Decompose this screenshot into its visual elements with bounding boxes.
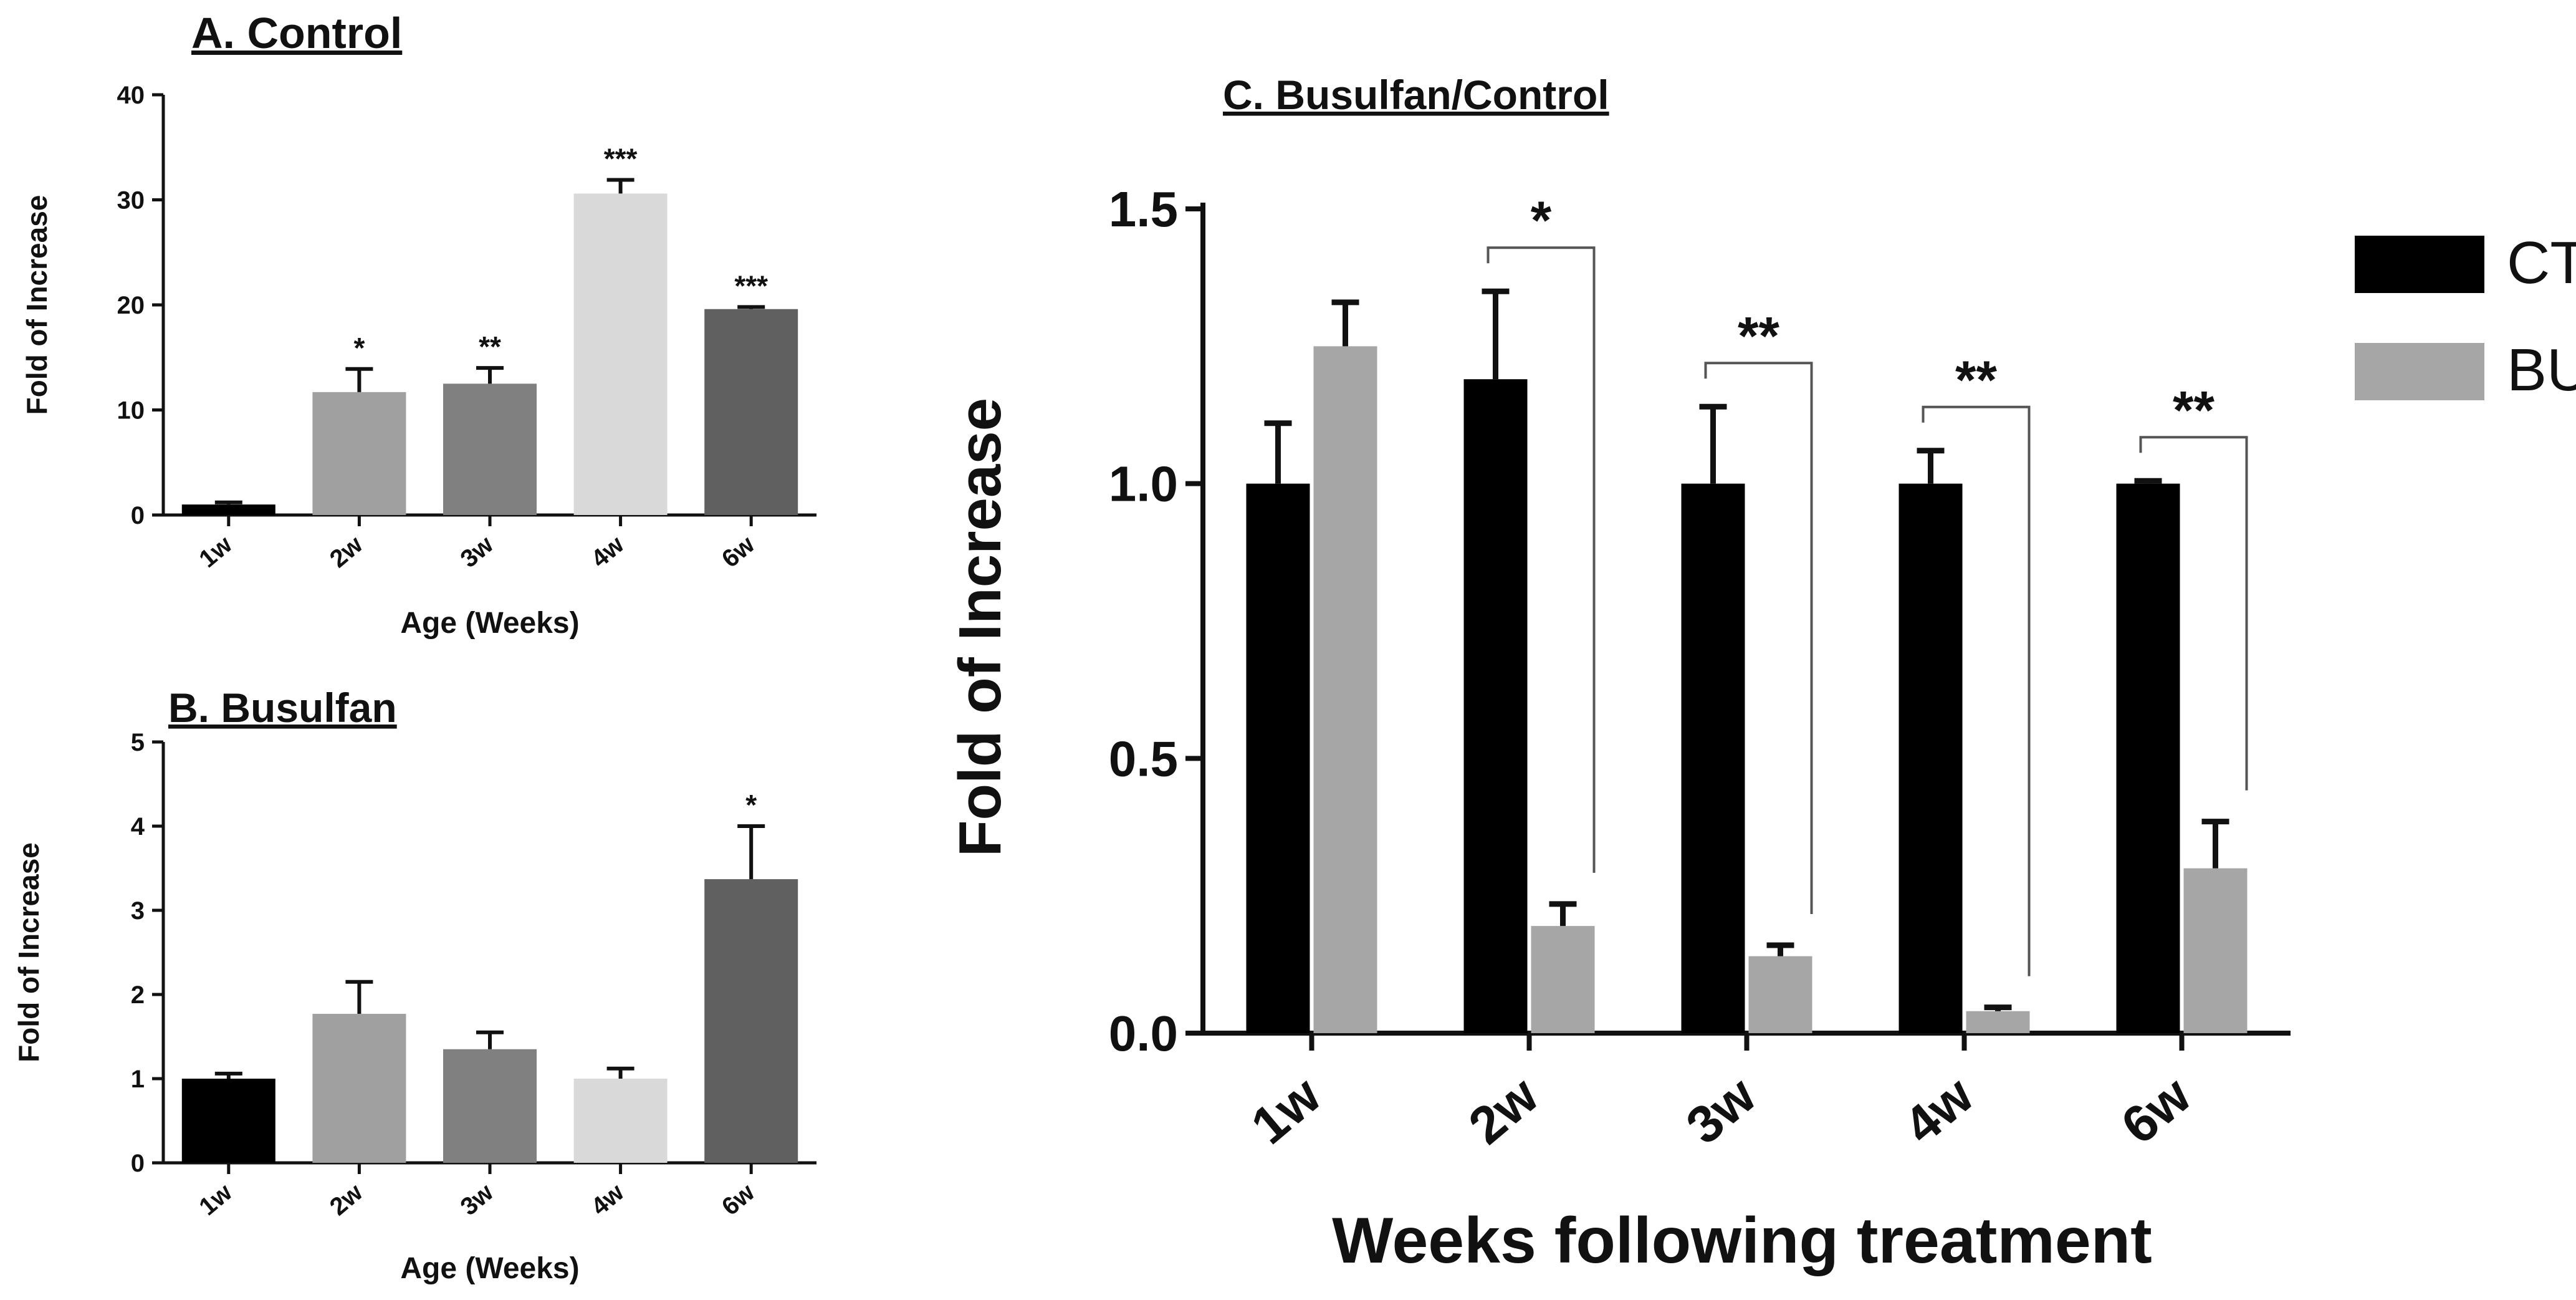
x-tick-label-4w: 4w <box>586 531 630 574</box>
significance-bracket-6w <box>2139 436 2248 791</box>
bar-4w <box>573 1079 668 1163</box>
x-axis-label: Age (Weeks) <box>400 1252 579 1285</box>
bar-3w <box>443 1049 537 1163</box>
panel-a-control-chart: A. Control 0 10 20 30 40 1w * 2w ** 3w *** 4w *** 6w Fo… <box>21 9 816 640</box>
bar-ct-3w <box>1681 483 1745 1033</box>
x-tick-label-6w: 6w <box>2110 1065 2202 1155</box>
x-tick-label-1w: 1w <box>1240 1065 1332 1155</box>
significance-2w: * <box>1531 191 1552 251</box>
chart-title: C. Busulfan/Control <box>1223 72 1609 118</box>
x-tick-label-1w: 1w <box>194 531 237 574</box>
y-tick-label: 40 <box>117 82 145 109</box>
y-tick-label: 1 <box>131 1066 145 1093</box>
bar-bu-1w <box>1313 346 1377 1034</box>
bar-1w <box>181 1079 275 1163</box>
bar-4w <box>573 193 668 515</box>
chart-title: A. Control <box>191 9 402 57</box>
y-tick-label: 20 <box>117 292 145 319</box>
x-tick-label-3w: 3w <box>456 531 499 574</box>
x-tick-label-6w: 6w <box>717 1178 760 1221</box>
x-tick-label-4w: 4w <box>1893 1065 1985 1155</box>
bar-6w <box>704 309 798 515</box>
y-tick-label: 0.0 <box>1109 1006 1178 1061</box>
significance-6w: ** <box>2173 380 2214 440</box>
legend: CT BU <box>2355 229 2576 403</box>
significance-3w: ** <box>1738 306 1779 366</box>
y-tick-label: 4 <box>131 813 145 840</box>
legend-swatch-bu <box>2355 343 2484 400</box>
bar-ct-4w <box>1898 483 1963 1033</box>
significance-2w: * <box>353 332 365 364</box>
y-tick-label: 0 <box>131 1150 145 1177</box>
x-tick-label-1w: 1w <box>194 1178 237 1221</box>
significance-4w: *** <box>604 142 638 175</box>
y-axis-label: Fold of Increase <box>21 195 53 415</box>
bar-1w <box>181 504 275 515</box>
y-tick-label: 30 <box>117 187 145 214</box>
x-axis-label: Age (Weeks) <box>400 607 579 640</box>
significance-bracket-2w <box>1487 246 1596 873</box>
y-tick-label: 10 <box>117 397 145 425</box>
bar-2w <box>312 1014 406 1163</box>
bar-2w <box>312 392 406 515</box>
y-tick-label: 0.5 <box>1109 731 1178 786</box>
y-axis-label: Fold of Increase <box>12 842 45 1062</box>
bar-ct-6w <box>2116 483 2180 1033</box>
significance-6w: *** <box>734 269 768 302</box>
x-tick-label-6w: 6w <box>717 531 760 574</box>
bar-6w <box>704 879 798 1163</box>
x-tick-label-2w: 2w <box>1458 1065 1549 1155</box>
bar-3w <box>443 383 537 515</box>
y-tick-label: 2 <box>131 981 145 1009</box>
bar-ct-2w <box>1463 379 1528 1033</box>
y-tick-label: 0 <box>131 502 145 529</box>
panel-b-busulfan-chart: B. Busulfan 0 1 2 3 4 5 1w 2w 3w 4w * 6w Fold of Incr… <box>12 685 816 1285</box>
significance-6w: * <box>745 789 757 821</box>
significance-bracket-3w <box>1704 362 1813 914</box>
legend-label-ct: CT <box>2507 229 2576 296</box>
bar-bu-4w <box>1966 1011 2030 1033</box>
significance-4w: ** <box>1955 350 1997 410</box>
panel-c-busulfan-control-chart: C. Busulfan/Control 0.0 0.5 1.0 1.5 1w * 2w ** 3w… <box>947 72 2576 1277</box>
bar-bu-2w <box>1531 926 1595 1033</box>
bar-bu-3w <box>1748 956 1812 1033</box>
chart-title: B. Busulfan <box>168 685 397 731</box>
significance-bracket-4w <box>1922 405 2031 976</box>
bar-ct-1w <box>1246 483 1310 1033</box>
y-tick-label: 1.5 <box>1109 181 1178 237</box>
x-tick-label-2w: 2w <box>325 531 368 574</box>
legend-swatch-ct <box>2355 236 2484 293</box>
y-tick-label: 3 <box>131 897 145 925</box>
x-tick-label-3w: 3w <box>456 1178 499 1221</box>
x-tick-label-4w: 4w <box>586 1178 630 1221</box>
bar-bu-6w <box>2183 868 2248 1033</box>
y-tick-label: 1.0 <box>1109 456 1178 512</box>
legend-label-bu: BU <box>2507 337 2576 403</box>
x-axis-label: Weeks following treatment <box>1332 1205 2152 1277</box>
significance-3w: ** <box>479 330 501 363</box>
y-axis-label: Fold of Increase <box>947 398 1013 857</box>
y-tick-label: 5 <box>131 729 145 756</box>
x-tick-label-3w: 3w <box>1675 1065 1767 1155</box>
x-tick-label-2w: 2w <box>325 1178 368 1221</box>
